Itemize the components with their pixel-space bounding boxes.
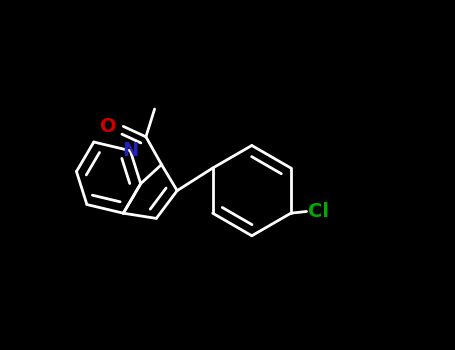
Text: Cl: Cl [308, 202, 329, 221]
Text: O: O [101, 117, 117, 136]
Text: N: N [122, 141, 138, 160]
